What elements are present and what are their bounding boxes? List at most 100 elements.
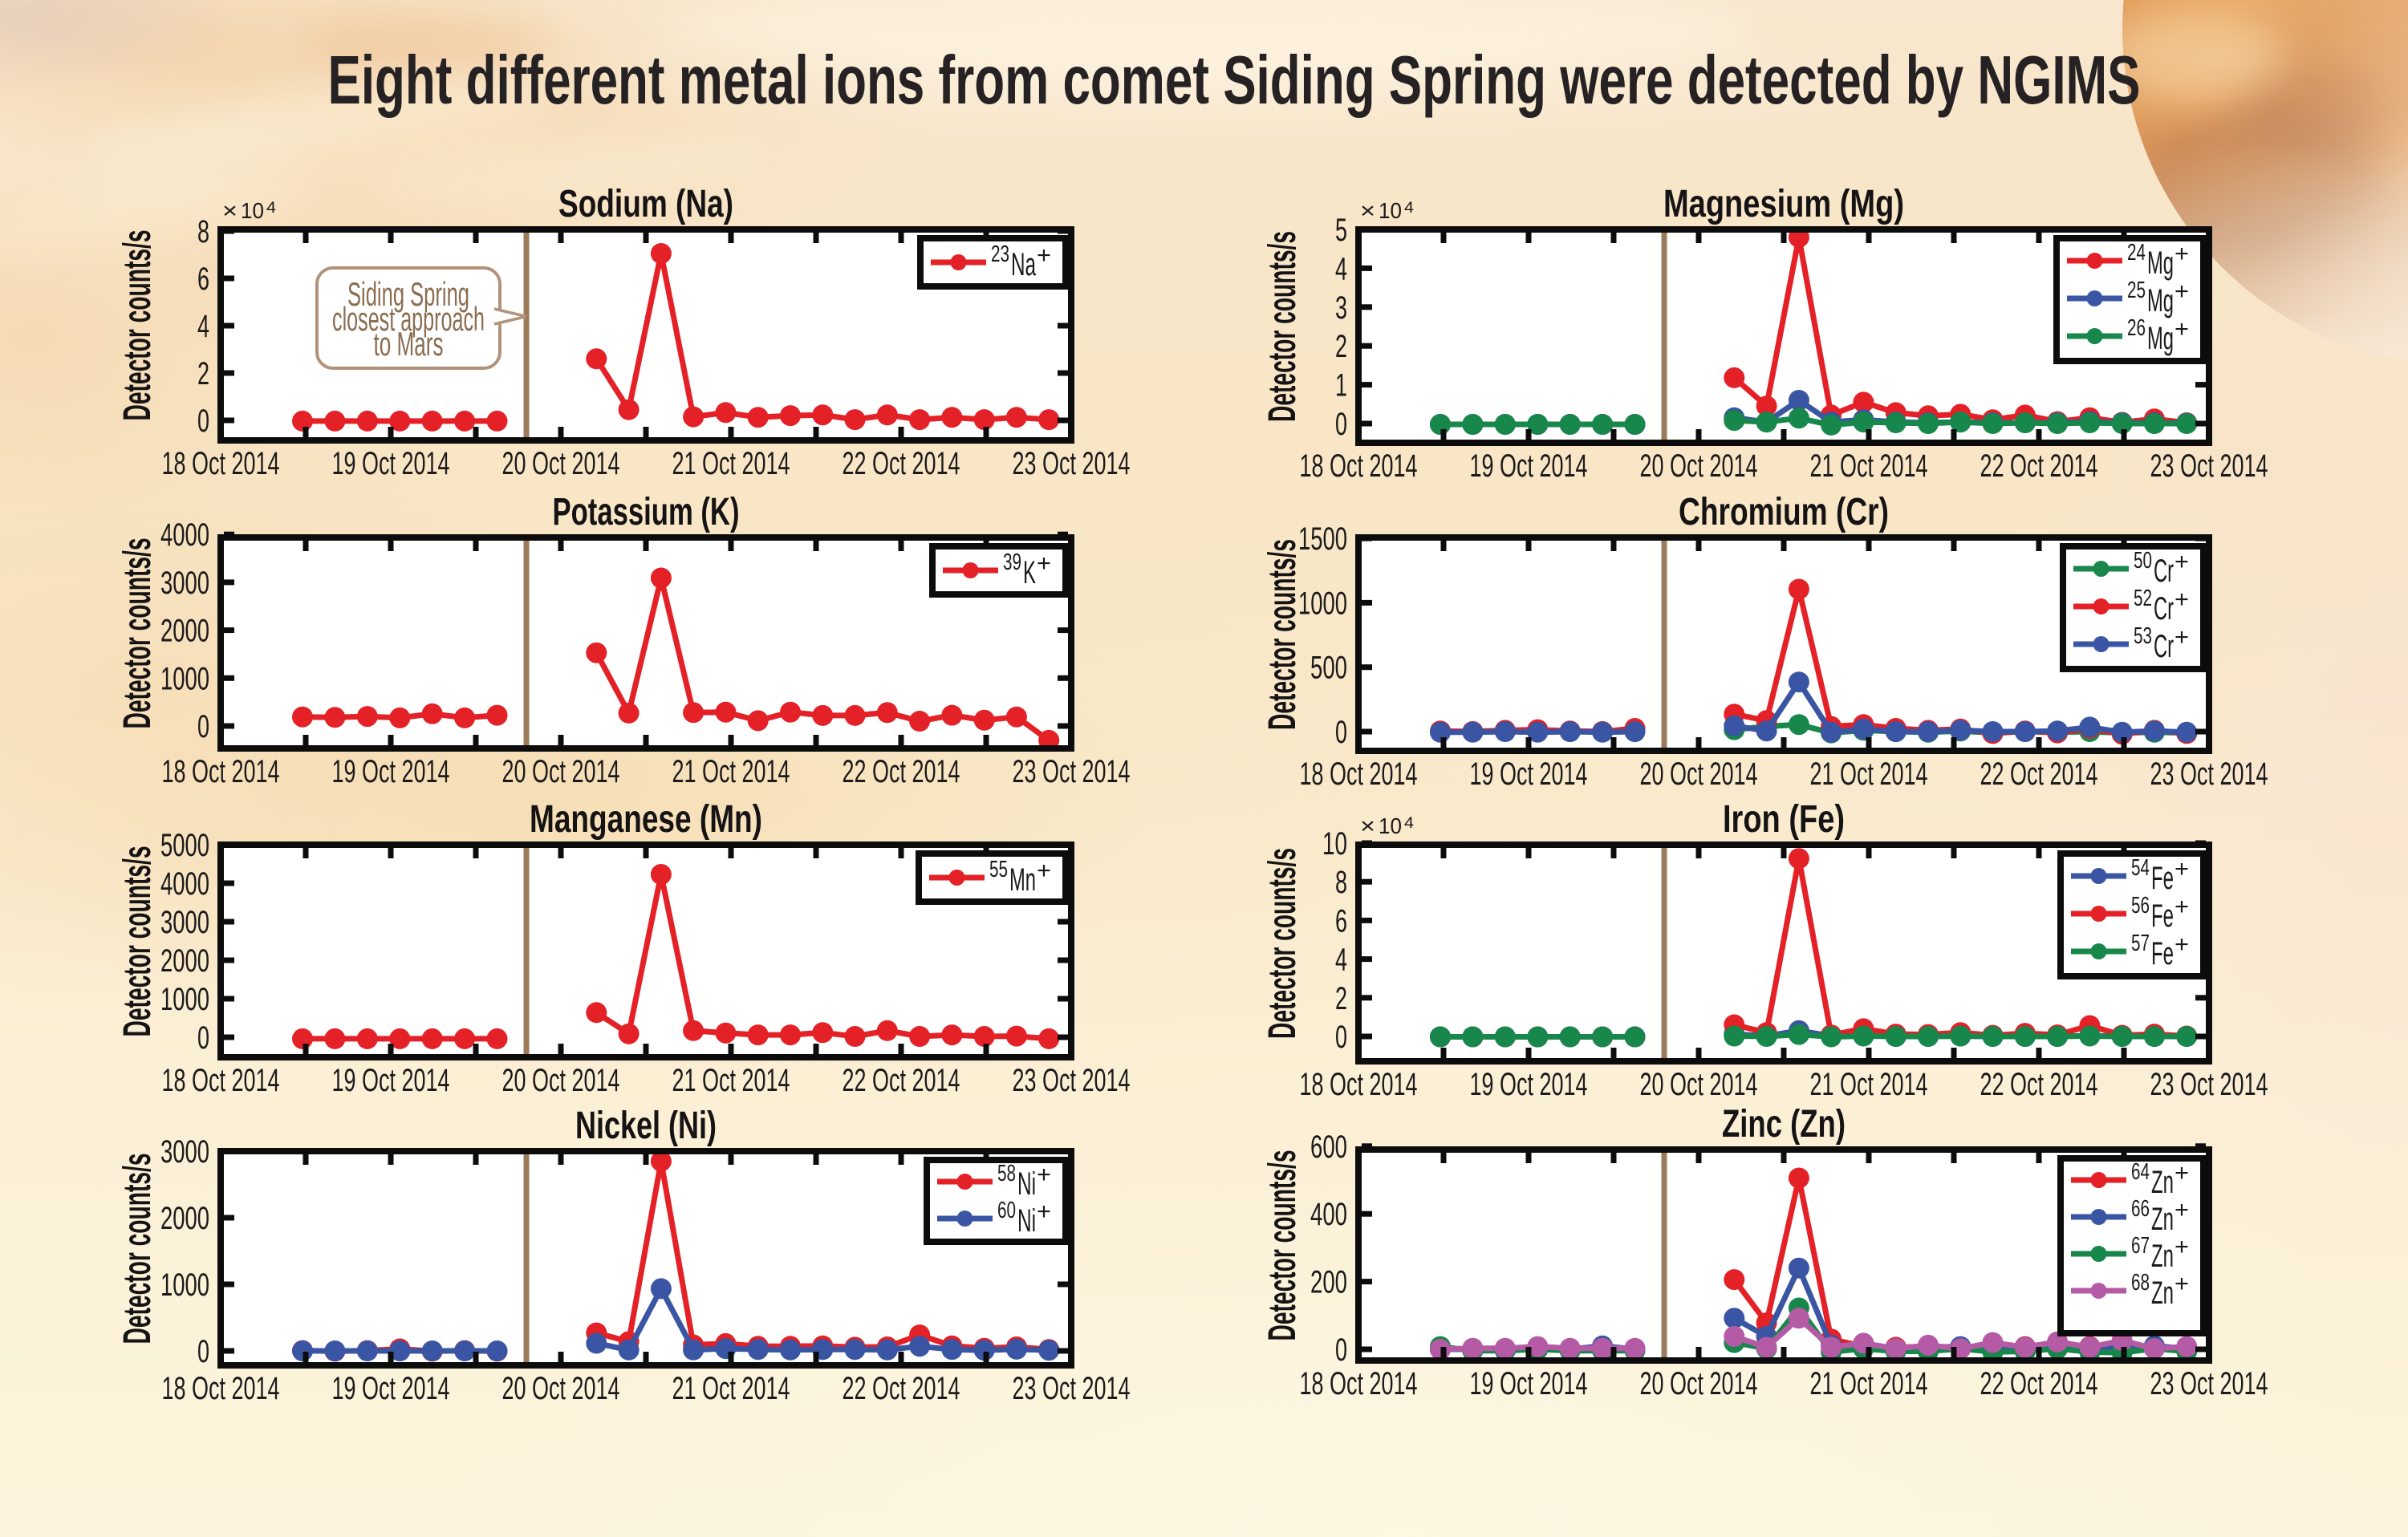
svg-text:22 Oct 2014: 22 Oct 2014 [1980,756,2098,792]
svg-text:60: 60 [997,1198,1016,1223]
svg-text:2000: 2000 [160,614,209,649]
svg-text:Na: Na [1011,247,1036,282]
svg-text:19 Oct 2014: 19 Oct 2014 [1470,1366,1588,1401]
svg-text:21 Oct 2014: 21 Oct 2014 [672,446,790,481]
svg-text:Cr: Cr [2154,591,2174,627]
svg-text:Eight different metal ions fro: Eight different metal ions from comet Si… [328,43,2141,119]
svg-text:20 Oct 2014: 20 Oct 2014 [502,754,620,789]
svg-text:6: 6 [1335,903,1347,939]
svg-text:Zn: Zn [2151,1275,2174,1311]
svg-text:4: 4 [1404,200,1414,217]
svg-text:Fe: Fe [2151,936,2174,971]
svg-text:closest approach: closest approach [332,300,485,338]
svg-text:22 Oct 2014: 22 Oct 2014 [843,1371,960,1406]
svg-text:56: 56 [2131,893,2150,919]
svg-text:Siding Spring: Siding Spring [347,275,469,313]
svg-text:23 Oct 2014: 23 Oct 2014 [1013,1063,1131,1098]
svg-text:+: + [2175,1234,2189,1260]
svg-text:+: + [2175,1197,2189,1223]
svg-text:21 Oct 2014: 21 Oct 2014 [1810,1067,1928,1102]
svg-text:Detector counts/s: Detector counts/s [1261,1150,1304,1341]
svg-text:22 Oct 2014: 22 Oct 2014 [843,754,960,789]
svg-text:Zinc (Zn): Zinc (Zn) [1722,1103,1846,1146]
svg-text:Chromium (Cr): Chromium (Cr) [1679,491,1889,533]
svg-text:1500: 1500 [1298,521,1347,557]
svg-text:18 Oct 2014: 18 Oct 2014 [1300,1067,1418,1102]
svg-text:+: + [1037,550,1051,577]
svg-text:Detector counts/s: Detector counts/s [116,538,159,729]
svg-text:18 Oct 2014: 18 Oct 2014 [162,754,280,789]
svg-text:4000: 4000 [160,517,209,553]
svg-text:Sodium (Na): Sodium (Na) [558,183,733,225]
svg-text:10: 10 [1379,813,1402,838]
svg-text:26: 26 [2127,315,2146,341]
svg-text:Cr: Cr [2154,554,2174,589]
svg-text:8: 8 [1335,865,1347,900]
svg-text:+: + [1037,242,1051,269]
svg-text:2000: 2000 [160,943,209,979]
svg-text:Detector counts/s: Detector counts/s [116,230,159,421]
svg-text:18 Oct 2014: 18 Oct 2014 [1300,448,1418,484]
svg-text:23 Oct 2014: 23 Oct 2014 [2150,756,2268,792]
svg-text:1: 1 [1335,368,1347,404]
svg-text:4: 4 [266,200,276,217]
svg-text:19 Oct 2014: 19 Oct 2014 [332,446,450,481]
svg-text:22 Oct 2014: 22 Oct 2014 [1980,1366,2098,1401]
svg-text:21 Oct 2014: 21 Oct 2014 [672,1371,790,1406]
svg-text:1000: 1000 [160,1267,209,1303]
svg-text:+: + [2175,1271,2189,1297]
svg-text:20 Oct 2014: 20 Oct 2014 [1640,756,1758,792]
svg-text:19 Oct 2014: 19 Oct 2014 [332,754,450,789]
svg-text:19 Oct 2014: 19 Oct 2014 [1470,756,1588,792]
svg-text:Fe: Fe [2151,898,2174,934]
svg-text:Detector counts/s: Detector counts/s [116,1154,159,1344]
svg-text:2: 2 [1335,981,1347,1016]
svg-text:39: 39 [1003,550,1021,575]
svg-text:+: + [1037,1162,1051,1188]
svg-text:4: 4 [1335,251,1347,286]
svg-text:Detector counts/s: Detector counts/s [1261,539,1304,730]
svg-text:52: 52 [2134,586,2152,611]
svg-text:×: × [1360,198,1375,223]
svg-text:0: 0 [1335,1332,1347,1368]
svg-text:21 Oct 2014: 21 Oct 2014 [672,1063,790,1098]
svg-text:22 Oct 2014: 22 Oct 2014 [1980,1067,2098,1102]
svg-text:2000: 2000 [160,1201,209,1236]
svg-text:400: 400 [1310,1197,1347,1232]
svg-text:Mn: Mn [1009,862,1036,898]
svg-text:6: 6 [197,262,209,297]
svg-text:Fe: Fe [2151,861,2174,896]
svg-text:Magnesium (Mg): Magnesium (Mg) [1663,183,1904,225]
svg-text:22 Oct 2014: 22 Oct 2014 [1980,448,2098,484]
svg-text:1000: 1000 [1298,586,1347,621]
svg-text:5000: 5000 [160,828,209,863]
svg-text:18 Oct 2014: 18 Oct 2014 [162,446,280,481]
svg-text:55: 55 [989,857,1008,882]
svg-text:2: 2 [197,356,209,391]
svg-text:2: 2 [1335,329,1347,364]
svg-text:22 Oct 2014: 22 Oct 2014 [843,1063,960,1098]
svg-text:3000: 3000 [160,1134,209,1170]
svg-text:23: 23 [991,241,1009,267]
svg-text:64: 64 [2131,1159,2150,1185]
svg-text:18 Oct 2014: 18 Oct 2014 [162,1371,280,1406]
svg-text:+: + [2175,894,2189,920]
svg-text:23 Oct 2014: 23 Oct 2014 [2150,1067,2268,1102]
svg-text:19 Oct 2014: 19 Oct 2014 [332,1371,450,1406]
svg-text:×: × [1360,813,1375,838]
svg-text:Detector counts/s: Detector counts/s [116,846,159,1037]
svg-text:Zn: Zn [2151,1239,2174,1274]
svg-text:0: 0 [197,709,209,744]
svg-text:+: + [1037,1198,1051,1225]
svg-text:67: 67 [2131,1233,2150,1259]
svg-text:Ni: Ni [1017,1166,1036,1202]
svg-text:Mg: Mg [2147,321,2174,356]
svg-text:+: + [2175,316,2189,343]
svg-text:Zn: Zn [2151,1202,2174,1237]
svg-text:+: + [2175,856,2189,882]
svg-text:200: 200 [1310,1265,1347,1300]
svg-text:Potassium (K): Potassium (K) [553,491,740,533]
svg-text:24: 24 [2127,240,2146,266]
svg-text:68: 68 [2131,1270,2150,1296]
svg-text:×: × [222,198,238,223]
